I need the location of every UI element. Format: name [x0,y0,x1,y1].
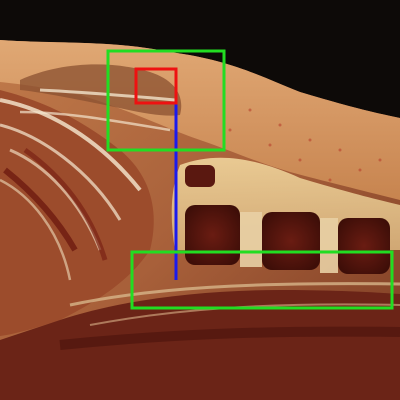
vertebra [185,205,240,265]
vertebra-process [185,165,215,187]
muscle-streak [3,167,78,252]
muscle-streak [59,326,400,350]
fibrous-band [0,123,122,221]
muscle-streak [23,147,108,261]
vertebra [262,212,320,270]
lower-muscle-band [0,290,400,400]
fibrous-band [0,178,72,281]
upper-roi-box [106,49,226,152]
intervertebral-disc [320,218,338,273]
tendon-line [69,282,400,307]
lower-roi-box [130,250,394,310]
fibrous-band [0,98,142,192]
vertebra [338,218,390,274]
small-roi-box [134,67,178,105]
annotation-overlay [106,49,394,310]
intervertebral-disc [240,212,262,267]
fibrous-band [19,110,171,132]
fibrous-band [39,88,176,102]
speckle-dots [228,108,382,182]
